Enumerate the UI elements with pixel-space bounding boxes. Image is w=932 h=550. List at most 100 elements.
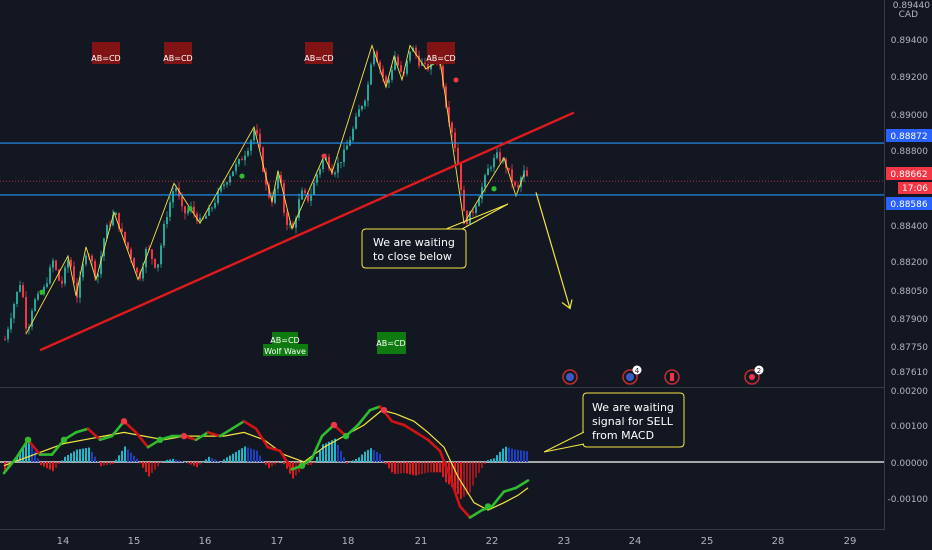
candle-up	[253, 130, 255, 141]
pattern-box-bullish[interactable]	[272, 332, 298, 346]
candle-down	[4, 339, 6, 341]
macd-histogram-bar	[445, 462, 447, 483]
macd-histogram-bar	[370, 448, 372, 462]
pattern-label: AB=CD	[91, 54, 120, 63]
candle-up	[37, 293, 39, 300]
macd-histogram-bar	[337, 444, 339, 462]
candle-up	[469, 211, 471, 224]
macd-histogram-bar	[82, 448, 84, 462]
pattern-label: AB=CD	[270, 336, 299, 345]
candle-up	[235, 164, 237, 172]
macd-histogram-bar	[274, 462, 276, 465]
pattern-box-bearish[interactable]	[164, 42, 192, 64]
candle-up	[391, 69, 393, 80]
macd-histogram-bar	[265, 462, 267, 465]
macd-histogram-bar	[28, 438, 30, 462]
pivot-dot	[453, 77, 459, 83]
callout-box	[582, 392, 685, 448]
pattern-box-bullish[interactable]	[263, 344, 308, 356]
candle-down	[61, 280, 63, 284]
callout-close-below[interactable]: We are waiting to close below	[361, 203, 509, 269]
macd-histogram-bar	[427, 462, 429, 473]
macd-histogram-bar	[94, 456, 96, 462]
macd-histogram-bar	[103, 462, 105, 466]
macd-histogram-bar	[475, 462, 477, 478]
macd-histogram-bar	[145, 462, 147, 473]
macd-histogram-bar	[409, 462, 411, 475]
pattern-box-bullish[interactable]	[377, 332, 406, 354]
price-axis[interactable]: 0.89400 0.89200 0.89000 0.88800 0.88400 …	[891, 36, 928, 378]
macd-histogram-bar	[496, 455, 498, 462]
macd-histogram-bar	[253, 449, 255, 462]
candle-up	[370, 64, 372, 85]
candle-up	[160, 245, 162, 265]
macd-histogram-bar	[226, 457, 228, 462]
time-axis[interactable]: 14 15 16 17 18 21 22 23 24 25 28 29	[57, 536, 857, 547]
macd-histogram-bar	[100, 462, 102, 467]
pattern-box-bearish[interactable]	[427, 42, 455, 64]
pattern-label: AB=CD	[304, 54, 333, 63]
macd-histogram-bar	[271, 462, 273, 467]
last-price-tag[interactable]	[886, 167, 932, 180]
macd-line-segment	[98, 434, 114, 442]
candle-up	[406, 60, 408, 74]
candle-up	[67, 259, 69, 268]
candle-up	[49, 267, 51, 284]
price-tick: 0.87610	[891, 368, 928, 378]
macd-line-segment	[230, 419, 246, 431]
macd-line-segment	[402, 423, 418, 434]
candle-up	[355, 116, 357, 129]
macd-histogram-bar	[130, 452, 132, 462]
time-tick: 28	[772, 536, 785, 547]
macd-layer	[0, 405, 884, 519]
macd-line-segment	[458, 505, 472, 519]
macd-histogram-bar	[127, 449, 129, 462]
candle-up	[421, 62, 423, 66]
candle-down	[124, 231, 126, 243]
macd-histogram-bar	[415, 462, 417, 476]
time-tick: 24	[629, 536, 642, 547]
support-price-tag[interactable]	[886, 197, 932, 210]
candle-down	[58, 269, 60, 281]
macd-histogram-bar	[175, 459, 177, 462]
candle-down	[22, 285, 24, 298]
candle-up	[217, 191, 219, 203]
callout-macd-signal[interactable]: We are waiting signal for SELL from MACD	[543, 392, 685, 453]
macd-cross-dot	[120, 418, 128, 425]
pattern-box-bearish[interactable]	[92, 42, 120, 64]
macd-tick: 0.00100	[891, 422, 928, 432]
forecast-arrow-line	[535, 192, 571, 309]
candle-up	[346, 145, 348, 150]
candle-down	[460, 163, 462, 190]
price-axis-top-value: 0.89440	[893, 1, 930, 11]
macd-line-segment	[194, 431, 210, 442]
pattern-label: AB=CD	[376, 339, 405, 348]
macd-axis[interactable]: 0.00200 0.00100 0.00000 -0.00100	[888, 387, 929, 505]
macd-histogram-bar	[43, 462, 45, 467]
candle-down	[136, 267, 138, 273]
event-count-badge	[632, 365, 642, 375]
candle-down	[154, 258, 156, 268]
macd-histogram-bar	[346, 462, 348, 464]
candle-up	[79, 277, 81, 298]
macd-histogram-bar	[418, 462, 420, 475]
candle-down	[280, 175, 282, 184]
macd-histogram-bar	[283, 462, 285, 465]
price-tick: 0.88400	[891, 222, 928, 232]
price-tick: 0.88800	[891, 147, 928, 157]
macd-histogram-bar	[520, 450, 522, 462]
countdown-tag[interactable]	[898, 182, 932, 194]
candle-down	[181, 196, 183, 207]
macd-histogram-bar	[70, 453, 72, 462]
candle-up	[172, 191, 174, 203]
macd-histogram-bar	[460, 462, 462, 499]
resistance-price-tag[interactable]	[886, 129, 932, 142]
callout-text-line: We are waiting	[373, 236, 455, 249]
macd-histogram-bar	[361, 454, 363, 462]
pattern-box-bearish[interactable]	[305, 42, 333, 64]
candle-down	[262, 147, 264, 172]
macd-histogram-bar	[193, 462, 195, 466]
macd-histogram-bar	[262, 460, 264, 462]
arrow-down-icon	[561, 299, 573, 310]
